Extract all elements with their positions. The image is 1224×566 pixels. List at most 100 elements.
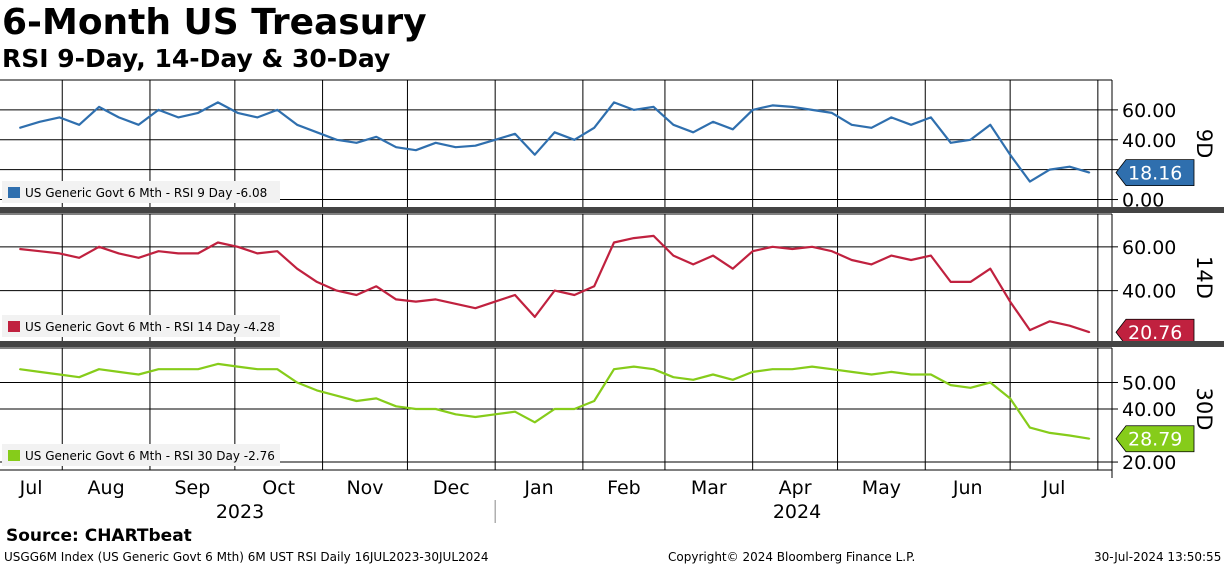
x-tick-label: Mar (691, 477, 727, 499)
data-point (197, 112, 199, 114)
x-tick-label: May (862, 477, 901, 499)
data-point (613, 101, 615, 104)
x-tick-label: Feb (607, 477, 641, 499)
legend-swatch (8, 187, 20, 198)
panel-label-30d: 30D (1192, 388, 1216, 431)
data-point (593, 127, 595, 129)
data-point (395, 146, 397, 148)
data-point (910, 259, 912, 261)
data-point (375, 397, 378, 400)
data-point (771, 104, 774, 107)
legend-label: US Generic Govt 6 Mth - RSI 14 Day -4.28 (25, 320, 275, 334)
x-tick-label: Nov (346, 477, 383, 499)
data-point (454, 146, 457, 148)
data-point (276, 109, 279, 111)
data-point (217, 363, 219, 365)
data-point (613, 368, 615, 371)
last-value-label: 20.76 (1128, 322, 1182, 344)
y-tick-label: 40.00 (1122, 399, 1176, 421)
data-point (949, 384, 952, 386)
data-point (494, 300, 497, 303)
x-tick-label: Dec (433, 477, 470, 499)
x-tick-label: Aug (88, 477, 125, 499)
data-point (751, 250, 754, 252)
data-point (494, 139, 497, 141)
data-point (1049, 168, 1051, 171)
x-tick-label: Sep (175, 477, 211, 499)
x-tick-label: Jan (523, 477, 553, 499)
legend-box (2, 315, 280, 337)
data-point (434, 142, 437, 144)
data-point (1088, 437, 1091, 440)
data-point (672, 376, 675, 379)
last-value-tag (1115, 425, 1195, 453)
data-point (395, 298, 397, 301)
data-point (276, 368, 279, 371)
data-point (474, 144, 477, 147)
data-point (672, 254, 675, 257)
data-point (474, 307, 477, 310)
last-value-tag (1115, 159, 1195, 187)
data-point (553, 289, 556, 292)
data-point (949, 142, 952, 144)
data-point (989, 124, 992, 126)
data-point (712, 254, 714, 257)
data-point (534, 421, 536, 424)
data-point (177, 252, 180, 255)
chart-subtitle: RSI 9-Day, 14-Day & 30-Day (2, 44, 391, 73)
data-point (870, 263, 873, 266)
data-point (118, 371, 120, 373)
data-point (177, 368, 180, 371)
data-point (1009, 397, 1011, 400)
data-point (811, 109, 813, 111)
data-point (771, 246, 774, 248)
data-point (137, 373, 140, 376)
data-point (850, 259, 853, 261)
y-tick-label: 60.00 (1122, 237, 1176, 259)
data-point (930, 254, 932, 257)
data-point (474, 416, 477, 418)
y-tick-label: 40.00 (1122, 130, 1176, 152)
data-point (296, 267, 298, 270)
data-point (19, 368, 21, 371)
data-point (375, 285, 378, 288)
data-point (870, 373, 873, 376)
data-point (732, 267, 734, 270)
data-point (1049, 432, 1051, 434)
data-point (751, 371, 754, 373)
data-point (58, 116, 61, 119)
data-point (38, 121, 41, 123)
panel-separator (0, 207, 1224, 213)
data-point (415, 300, 417, 303)
data-point (791, 368, 794, 371)
data-point (989, 381, 992, 384)
data-point (19, 127, 21, 129)
data-point (1009, 153, 1011, 156)
data-point (78, 124, 80, 126)
data-point (19, 248, 21, 250)
data-point (514, 410, 516, 413)
data-point (316, 281, 318, 283)
data-point (256, 116, 259, 119)
x-tick-label: Jul (19, 477, 43, 499)
data-point (870, 127, 873, 129)
data-point (553, 408, 556, 410)
data-point (791, 248, 794, 250)
data-point (989, 267, 992, 270)
data-point (771, 368, 774, 371)
series-line-30d (19, 362, 1090, 440)
data-point (514, 294, 516, 296)
data-point (1049, 320, 1051, 323)
data-point (355, 400, 358, 402)
data-point (38, 250, 41, 252)
data-point (395, 405, 397, 408)
data-point (236, 112, 239, 114)
x-tick-label: Jun (952, 477, 983, 499)
data-point (910, 124, 912, 126)
data-point (811, 365, 813, 368)
data-point (454, 303, 457, 305)
data-point (692, 379, 694, 381)
data-point (751, 109, 754, 111)
data-point (633, 237, 635, 239)
